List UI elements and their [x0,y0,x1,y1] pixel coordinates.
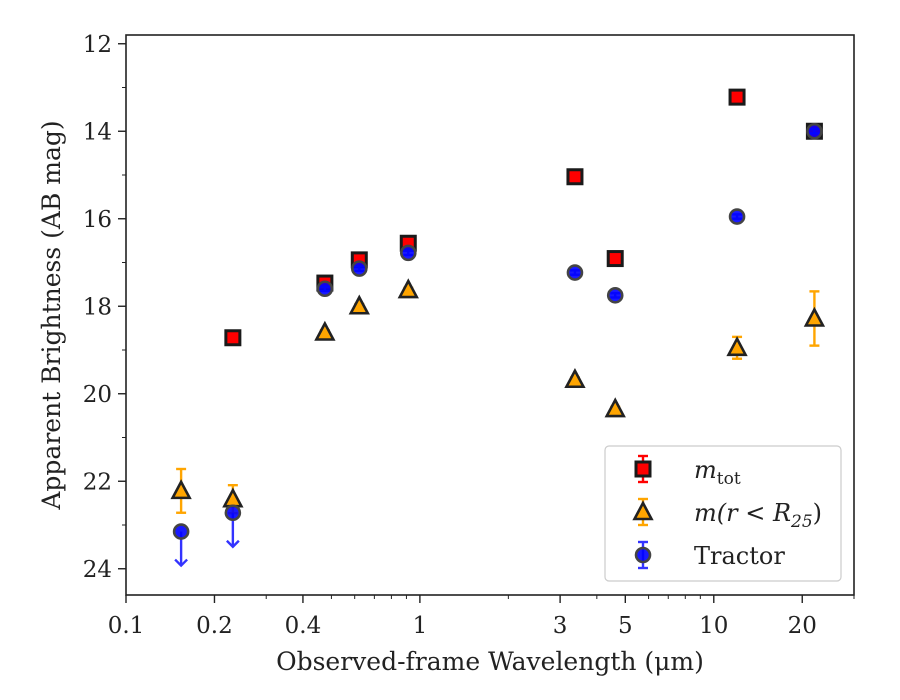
data-point [172,523,190,540]
x-tick-label: 3 [553,613,568,639]
legend-label: Tractor [694,542,785,570]
legend-box [604,445,842,582]
data-point [314,320,336,341]
data-point [803,306,826,327]
x-axis-label: Observed-frame Wavelength (μm) [276,647,704,676]
series-tractor [172,122,823,568]
y-tick-label: 20 [83,382,112,408]
y-tick-label: 24 [83,557,112,583]
legend-label: mtot [694,456,741,489]
legend-marker [634,546,652,564]
data-point [397,278,419,299]
upper-limit-arrowhead [174,558,188,568]
data-point [170,479,192,500]
x-tick-label: 20 [788,613,817,639]
data-point [726,336,748,357]
series-mr25 [170,278,826,515]
x-tick-label: 5 [618,613,633,639]
data-point [399,244,417,262]
data-point [604,397,626,418]
data-point [806,122,823,140]
data-point [316,280,334,298]
legend-marker [632,500,654,521]
x-tick-label: 0.1 [108,613,145,639]
data-point [564,367,586,389]
legend: mtot m(r < R25) Tractor [604,445,842,582]
data-point [606,287,624,304]
x-tick-label: 0.2 [196,613,233,639]
y-tick-label: 14 [83,119,112,145]
y-axis: 12 14 16 18 20 22 24 [83,32,126,583]
data-series [170,88,826,568]
data-point [566,168,584,186]
y-tick-label: 22 [83,469,112,495]
legend-label: m(r < R25) [694,499,822,532]
data-point [606,250,624,268]
data-point [348,294,370,315]
legend-marker [634,460,652,478]
x-tick-label: 1 [413,613,428,639]
data-point [728,88,746,106]
data-point [224,329,242,347]
data-point [350,260,368,277]
x-tick-label: 0.4 [285,613,322,639]
data-point [728,208,746,225]
x-axis: 0.1 0.2 0.4 1 3 5 10 20 [108,595,855,639]
y-tick-label: 12 [83,32,112,58]
y-tick-label: 18 [83,294,112,320]
data-point [566,264,584,281]
y-tick-label: 16 [83,207,112,233]
x-tick-label: 10 [699,613,728,639]
data-point [224,504,242,522]
y-axis-label: Apparent Brightness (AB mag) [37,120,66,510]
upper-limit-arrowhead [226,539,240,549]
